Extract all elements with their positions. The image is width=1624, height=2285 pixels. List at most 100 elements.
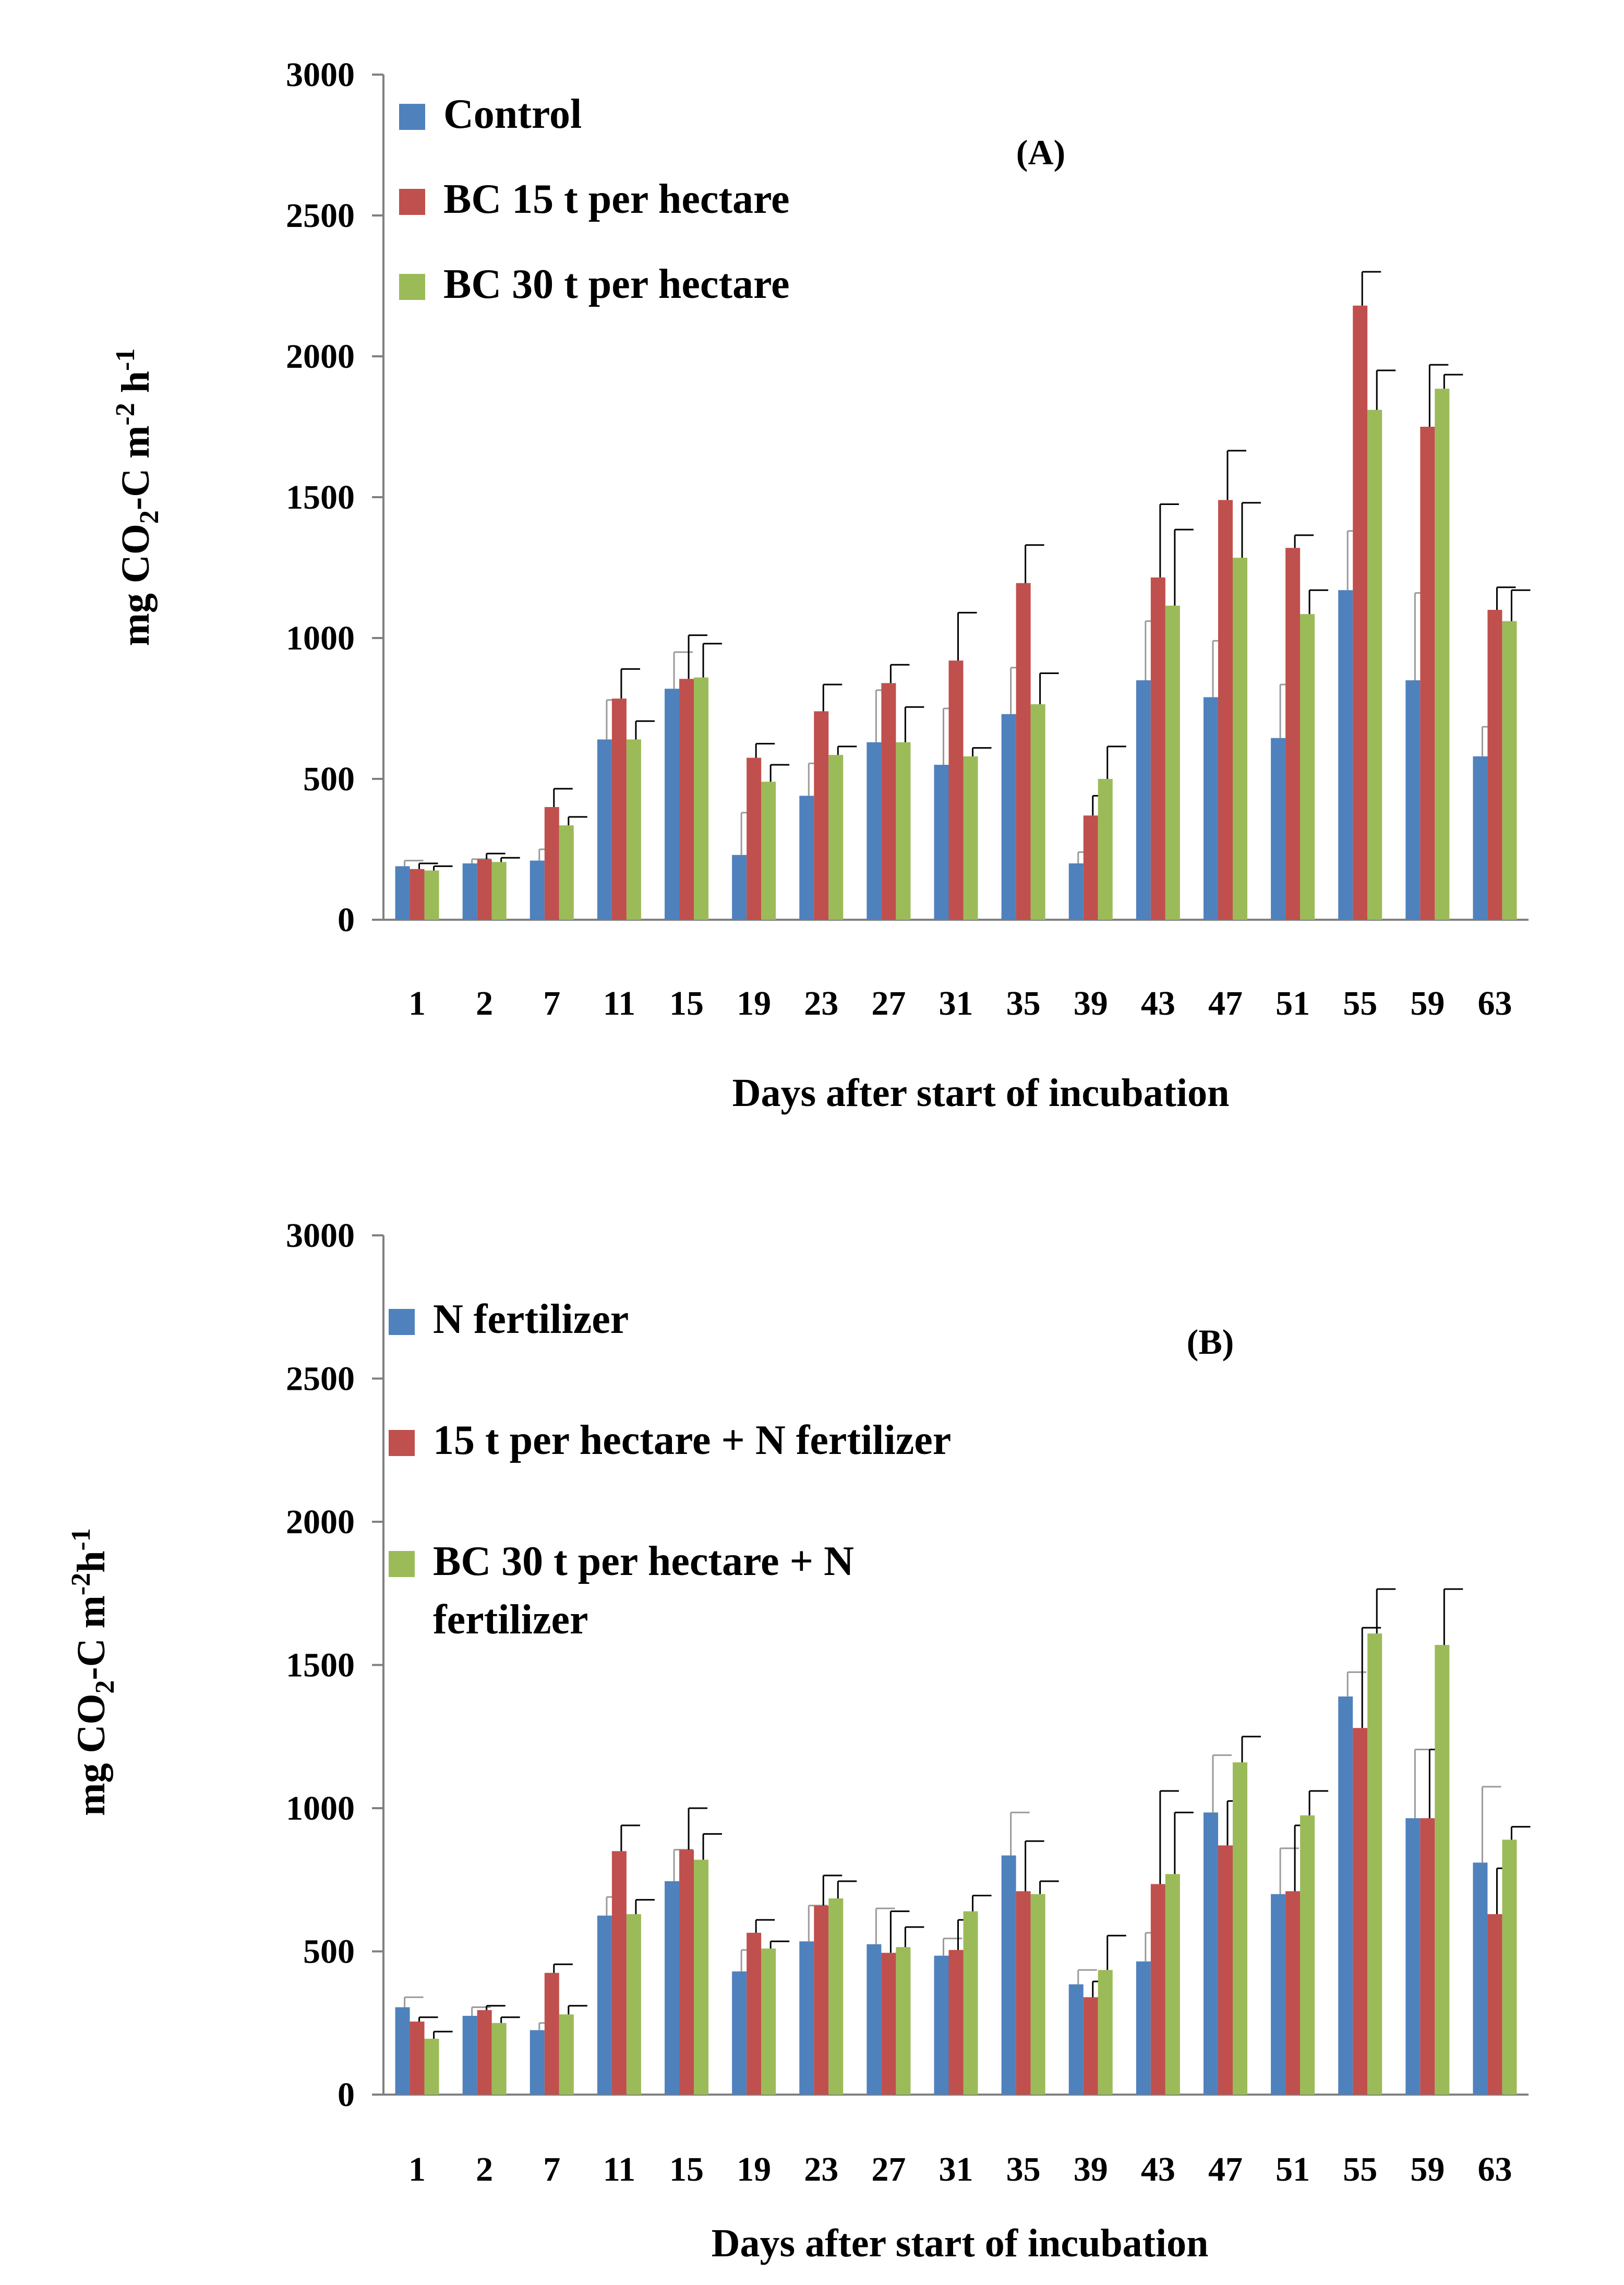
bar-1-47 (1203, 1812, 1218, 2095)
bar-3-11 (626, 739, 641, 920)
x-axis-title: Days after start of incubation (712, 2221, 1209, 2265)
bar-1-31 (934, 1955, 949, 2095)
bar-2-1 (410, 869, 425, 920)
legend: N fertilizer 15 t per hectare + N fertili… (389, 1296, 951, 1643)
x-tick-label: 51 (1276, 984, 1310, 1023)
bar-3-63 (1502, 1839, 1517, 2095)
bar-3-19 (761, 781, 776, 920)
bar-2-63 (1487, 1914, 1502, 2095)
x-tick-label: 35 (1006, 984, 1041, 1023)
bar-1-2 (462, 863, 477, 920)
legend-swatch-1 (389, 1309, 415, 1335)
bar-3-11 (626, 1914, 641, 2095)
bar-1-23 (799, 796, 814, 920)
bar-2-59 (1420, 1818, 1435, 2095)
y-tick-label: 3000 (286, 1217, 355, 1255)
x-tick-label: 51 (1276, 2150, 1310, 2188)
bar-3-43 (1165, 1874, 1180, 2095)
x-tick-label: 31 (939, 984, 973, 1023)
x-tick-label: 1 (408, 984, 426, 1023)
bar-2-15 (679, 1849, 694, 2095)
bar-2-51 (1285, 1891, 1301, 2095)
x-tick-label: 23 (804, 2150, 838, 2188)
x-tick-label: 27 (871, 984, 906, 1023)
bar-2-31 (948, 660, 964, 920)
bar-1-63 (1473, 1862, 1488, 2095)
x-tick-label: 1 (408, 2150, 426, 2188)
x-tick-label: 63 (1477, 984, 1512, 1023)
x-tick-label: 27 (871, 2150, 906, 2188)
bar-1-27 (867, 742, 882, 920)
y-tick-label: 500 (303, 1933, 355, 1971)
x-tick-label: 2 (476, 984, 493, 1023)
legend-swatch-2 (389, 1430, 415, 1456)
x-tick-label: 47 (1208, 984, 1243, 1023)
bar-1-59 (1405, 680, 1421, 920)
legend-label-1: Control (443, 91, 582, 137)
bar-3-23 (828, 1898, 844, 2095)
bar-3-27 (896, 742, 911, 920)
bar-3-23 (828, 755, 844, 920)
bar-1-19 (732, 1971, 747, 2095)
bar-3-15 (694, 1859, 709, 2095)
bar-3-2 (491, 2023, 507, 2095)
bar-3-7 (559, 2014, 574, 2095)
legend-label-2: 15 t per hectare + N fertilizer (433, 1417, 951, 1463)
legend-label-2: BC 15 t per hectare (443, 176, 790, 222)
x-tick-label: 43 (1141, 2150, 1175, 2188)
bar-2-15 (679, 679, 694, 920)
bar-1-51 (1271, 738, 1286, 920)
x-tick-label: 19 (737, 2150, 771, 2188)
bar-3-59 (1435, 389, 1450, 920)
y-axis-title: mg CO2-C m-2 h-1 (111, 348, 164, 646)
bar-1-55 (1338, 1696, 1353, 2095)
x-tick-label: 19 (737, 984, 771, 1023)
bar-2-19 (747, 757, 762, 920)
legend-label-3: BC 30 t per hectare + N (433, 1538, 854, 1584)
bar-2-2 (477, 2010, 492, 2095)
bar-3-55 (1367, 1633, 1382, 2095)
y-tick-label: 2000 (286, 1503, 355, 1541)
x-tick-label: 11 (603, 984, 635, 1023)
bar-2-23 (814, 1905, 829, 2095)
bar-2-7 (544, 807, 559, 920)
bar-2-63 (1487, 610, 1502, 920)
x-tick-label: 15 (669, 984, 704, 1023)
bar-1-55 (1338, 590, 1353, 920)
bar-2-47 (1218, 500, 1233, 920)
bar-3-31 (963, 756, 978, 920)
bar-3-2 (491, 862, 507, 920)
x-tick-label: 35 (1006, 2150, 1041, 2188)
x-tick-label: 15 (669, 2150, 704, 2188)
bar-3-47 (1232, 1762, 1247, 2095)
bar-1-27 (867, 1944, 882, 2095)
bar-3-39 (1098, 779, 1113, 920)
x-tick-label: 59 (1410, 2150, 1445, 2188)
x-tick-label: 23 (804, 984, 838, 1023)
bar-2-2 (477, 859, 492, 920)
bar-2-27 (881, 1953, 896, 2095)
x-tick-label: 11 (603, 2150, 635, 2188)
bar-3-35 (1030, 1894, 1045, 2095)
y-tick-label: 3000 (286, 56, 355, 94)
x-tick-label: 7 (543, 2150, 560, 2188)
bar-2-59 (1420, 427, 1435, 920)
bar-1-11 (597, 739, 612, 920)
legend-swatch-2 (399, 189, 425, 215)
bar-1-1 (395, 2007, 410, 2095)
y-tick-label: 2500 (286, 197, 355, 235)
bar-1-59 (1405, 1818, 1421, 2095)
bar-2-1 (410, 2022, 425, 2095)
bar-2-27 (881, 683, 896, 920)
bar-2-31 (948, 1950, 964, 2095)
legend-swatch-1 (399, 104, 425, 130)
y-axis-title: mg CO2-C m-2h-1 (66, 1528, 120, 1816)
y-tick-label: 0 (338, 901, 355, 939)
x-tick-label: 39 (1074, 2150, 1108, 2188)
bar-2-55 (1353, 305, 1368, 920)
y-tick-label: 1500 (286, 478, 355, 516)
y-tick-label: 500 (303, 760, 355, 798)
bar-1-19 (732, 855, 747, 920)
y-tick-label: 2500 (286, 1360, 355, 1398)
